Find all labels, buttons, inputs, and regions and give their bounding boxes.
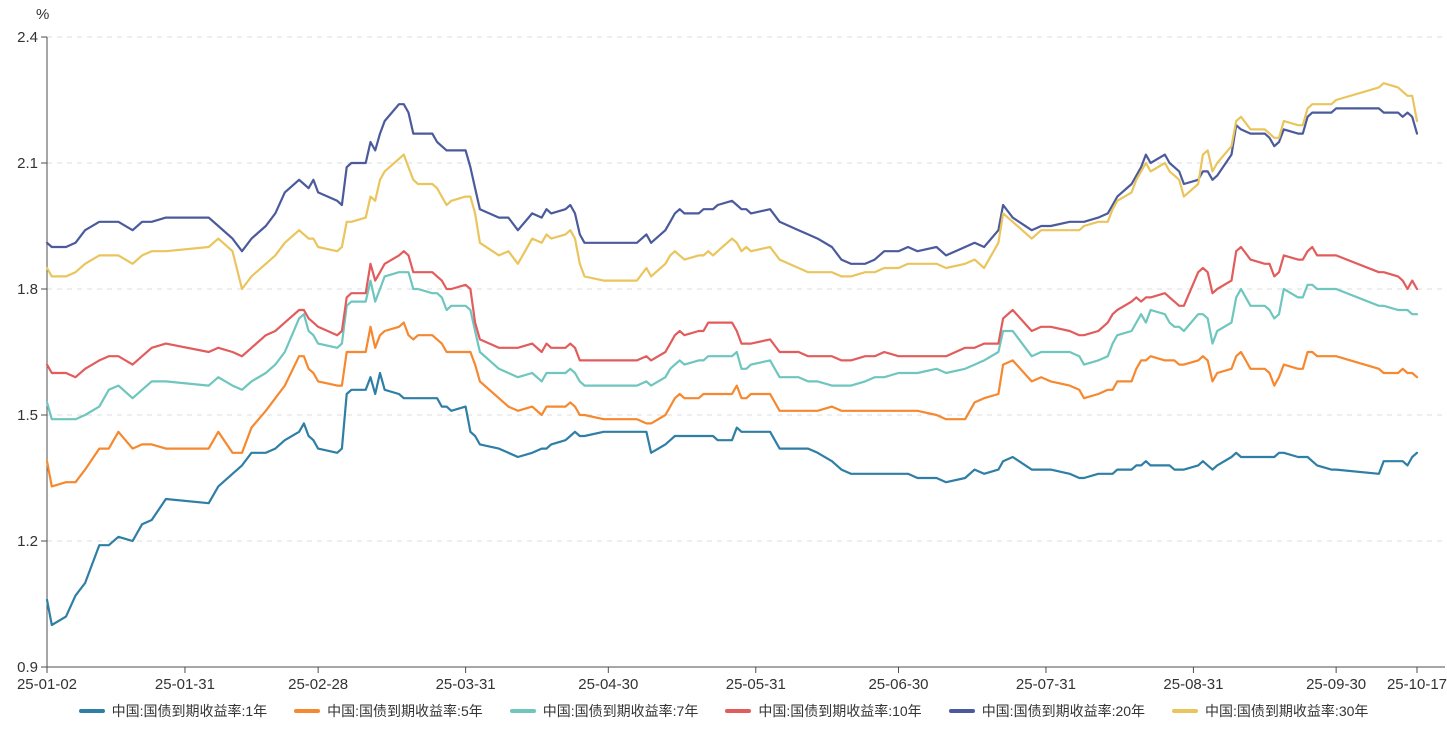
legend-label: 中国:国债到期收益率:10年 [758, 703, 922, 719]
y-tick-label: 1.5 [17, 407, 38, 424]
y-tick-label: 1.2 [17, 533, 38, 550]
series-line-10年 [45, 245, 1419, 379]
chart-legend: 中国:国债到期收益率:1年 中国:国债到期收益率:5年 中国:国债到期收益率:7年 中… [0, 701, 1447, 721]
x-tick-label: 25-06-30 [868, 676, 928, 693]
x-tick-label: 25-07-31 [1016, 676, 1076, 693]
legend-item-1年[interactable]: 中国:国债到期收益率:1年 [78, 701, 268, 721]
x-tick-label: 25-02-28 [288, 676, 348, 693]
legend-item-30年[interactable]: 中国:国债到期收益率:30年 [1172, 701, 1368, 721]
x-tick-label: 25-09-30 [1306, 676, 1366, 693]
legend-line-swatch [948, 709, 975, 713]
series-line-30年 [45, 82, 1419, 291]
legend-item-20年[interactable]: 中国:国债到期收益率:20年 [948, 701, 1146, 721]
legend-label: 中国:国债到期收益率:5年 [327, 703, 483, 719]
legend-label: 中国:国债到期收益率:30年 [1205, 703, 1369, 719]
y-tick-label: 2.4 [17, 29, 38, 46]
y-axis-unit-label: % [36, 6, 50, 23]
series-line-20年 [45, 103, 1419, 265]
series-line-7年 [45, 271, 1419, 421]
legend-item-7年[interactable]: 中国:国债到期收益率:7年 [509, 701, 699, 721]
x-tick-label: 25-01-02 [17, 676, 77, 693]
legend-label: 中国:国债到期收益率:20年 [981, 703, 1146, 719]
legend-label: 中国:国债到期收益率:1年 [111, 703, 268, 719]
x-tick-label: 25-05-31 [726, 676, 786, 693]
series-line-1年 [45, 371, 1419, 627]
y-tick-label: 0.9 [17, 659, 38, 676]
x-tick-label: 25-10-17 [1387, 676, 1447, 693]
legend-label: 中国:国债到期收益率:7年 [542, 703, 699, 719]
x-tick-label: 25-03-31 [436, 676, 496, 693]
legend-line-swatch [509, 709, 536, 713]
series-line-5年 [45, 321, 1419, 488]
x-tick-label: 25-01-31 [155, 676, 215, 693]
legend-line-swatch [78, 709, 105, 713]
legend-line-swatch [1172, 709, 1199, 713]
x-tick-label: 25-08-31 [1163, 676, 1223, 693]
legend-item-10年[interactable]: 中国:国债到期收益率:10年 [725, 701, 922, 721]
legend-item-5年[interactable]: 中国:国债到期收益率:5年 [294, 701, 483, 721]
legend-line-swatch [294, 709, 321, 713]
y-tick-label: 1.8 [17, 281, 38, 298]
legend-line-swatch [725, 709, 752, 713]
x-tick-label: 25-04-30 [578, 676, 638, 693]
y-tick-label: 2.1 [17, 155, 38, 172]
